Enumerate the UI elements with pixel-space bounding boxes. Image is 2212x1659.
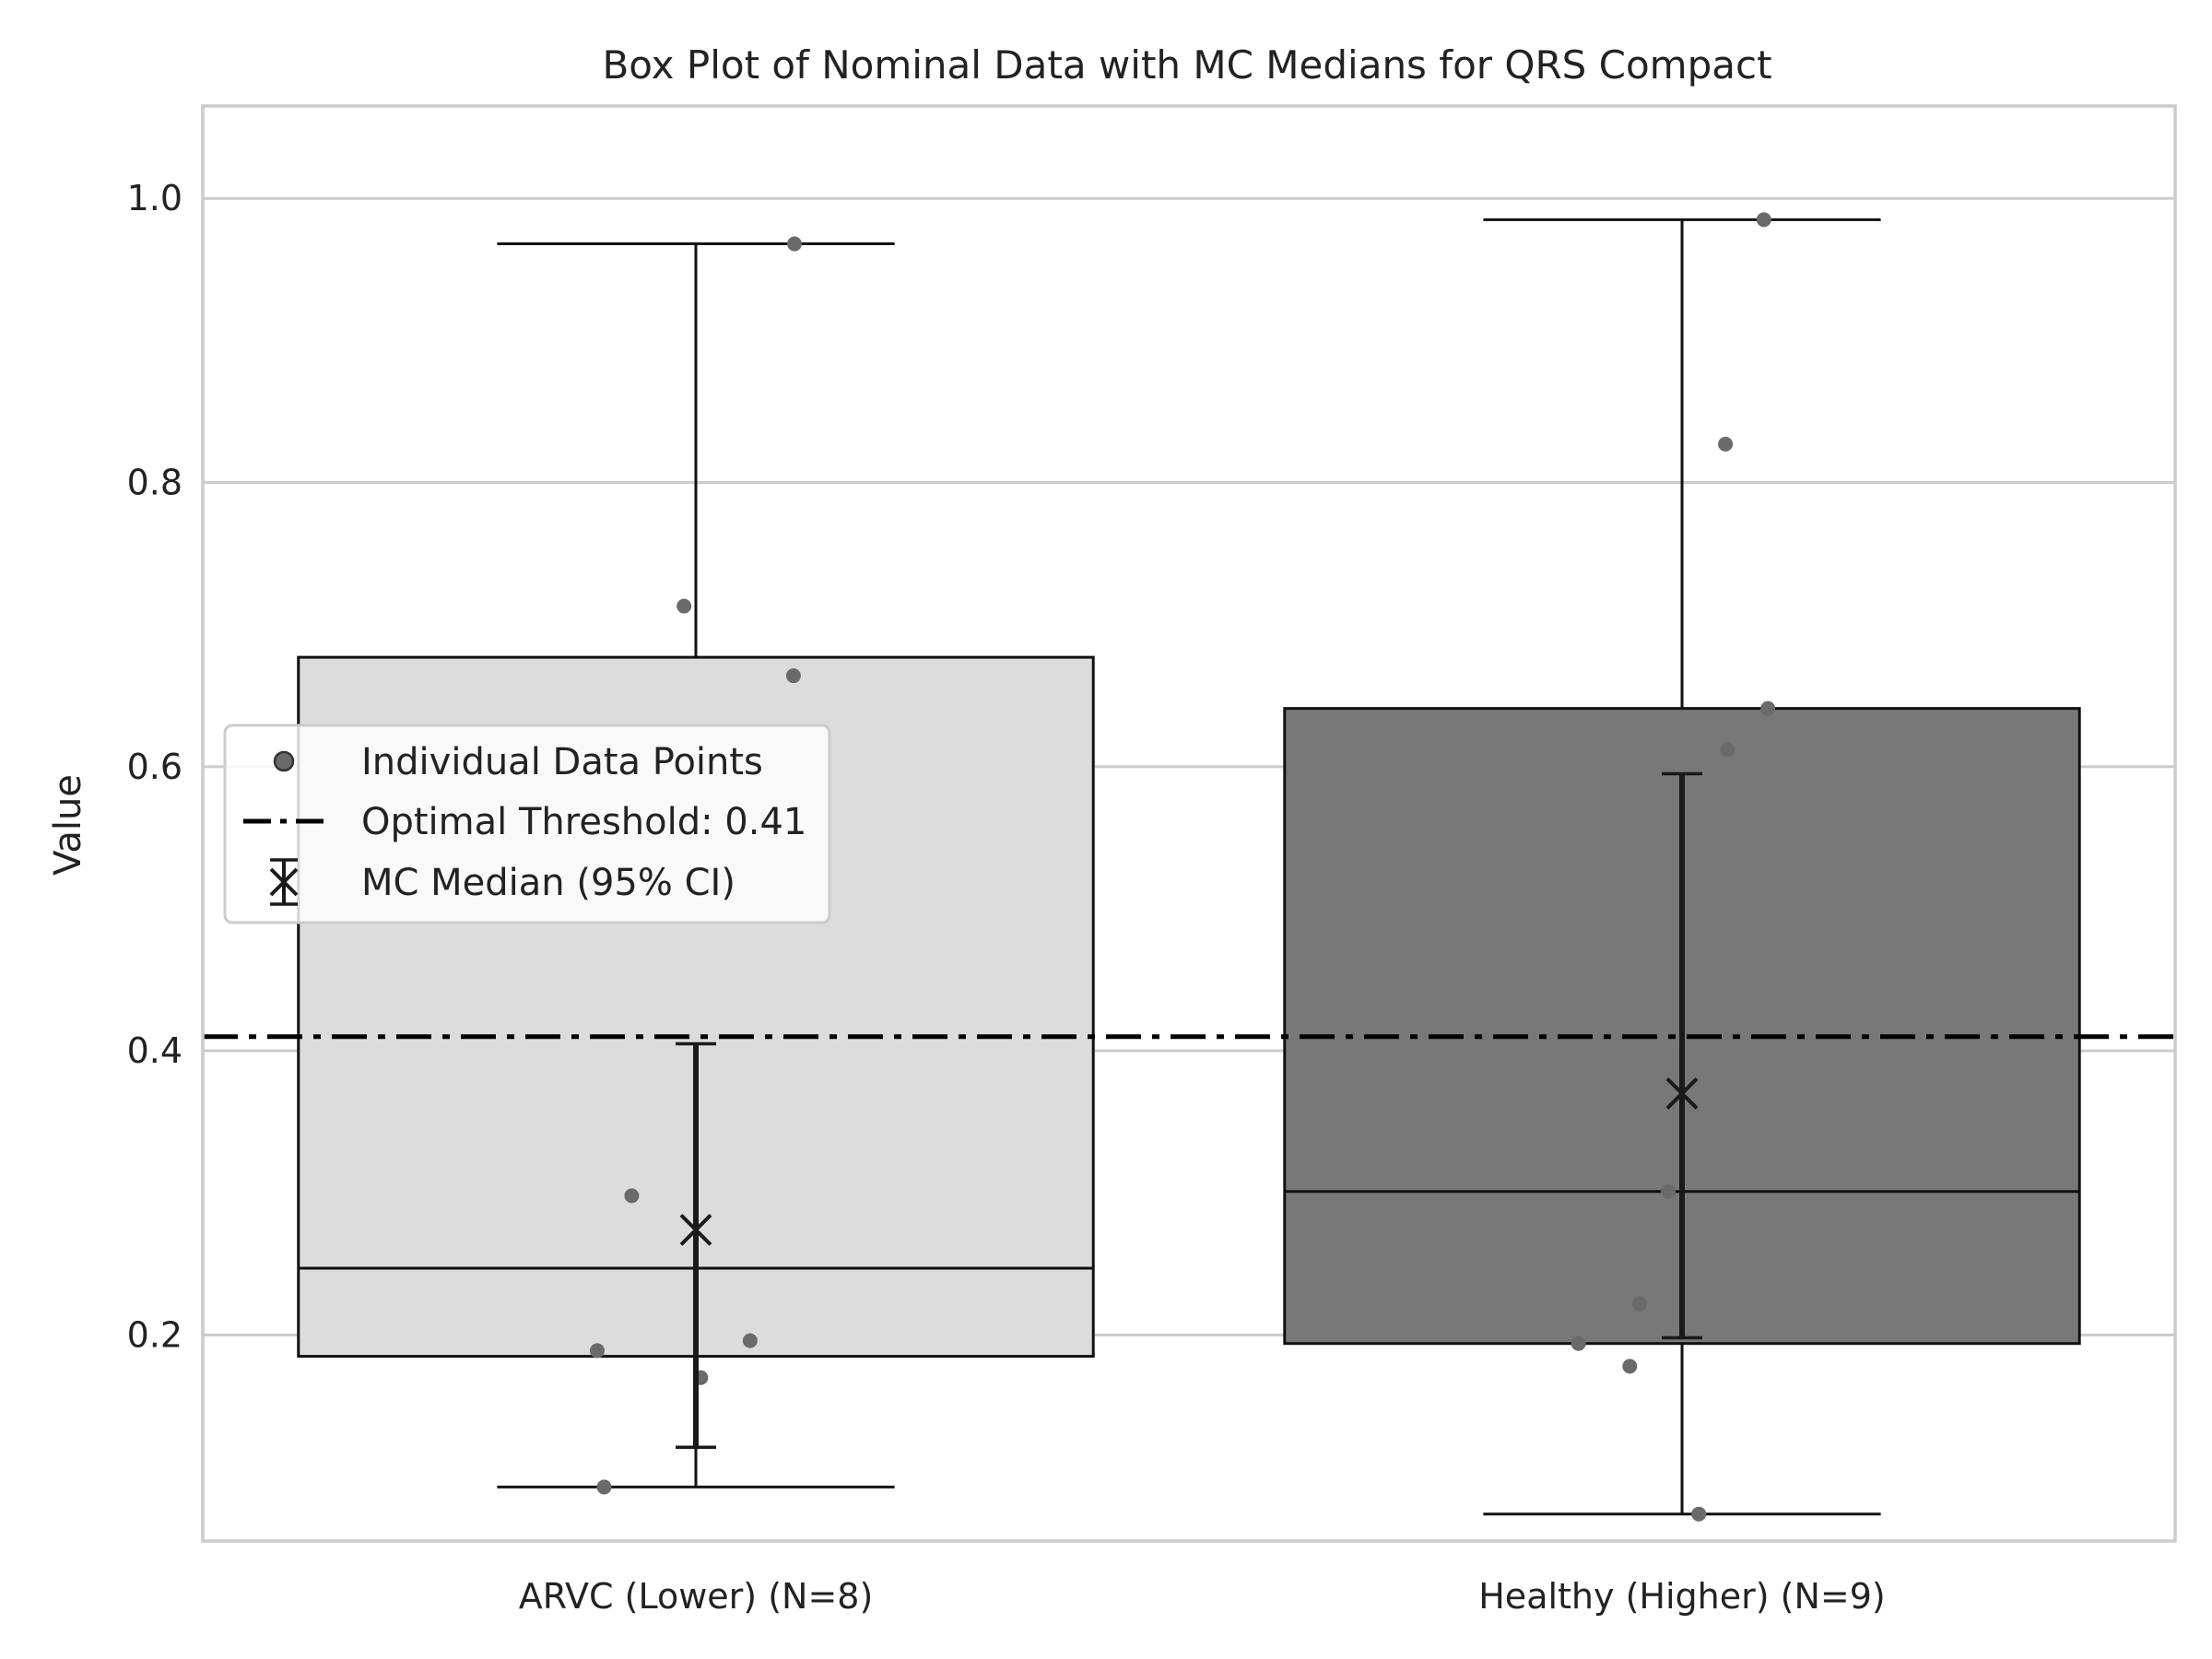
data-point <box>1571 1335 1586 1351</box>
legend-x-marker-icon <box>269 867 299 897</box>
plot-frame <box>201 104 2177 1543</box>
y-tick-label: 0.8 <box>127 463 182 503</box>
axes: 0.2 0.4 0.6 0.8 1.0 ARVC (Lower) (N=8) Healthy… <box>127 104 2177 1617</box>
legend-box <box>223 724 831 924</box>
data-point <box>1760 700 1776 716</box>
data-point <box>1720 742 1735 758</box>
data-point <box>1622 1359 1638 1374</box>
data-point <box>1631 1296 1647 1312</box>
legend-label: Individual Data Points <box>361 741 763 783</box>
data-point <box>1661 1183 1677 1199</box>
chart-title: Box Plot of Nominal Data with MC Medians… <box>602 42 1771 88</box>
mc-median-marker <box>1665 1077 1699 1110</box>
legend: Individual Data Points Optimal Threshold:… <box>223 724 831 924</box>
legend-point-icon <box>273 750 295 772</box>
x-tick-label: ARVC (Lower) (N=8) <box>519 1576 874 1617</box>
data-point <box>1756 212 1771 228</box>
legend-label: Optimal Threshold: 0.41 <box>361 801 806 843</box>
data-point <box>1718 436 1734 452</box>
y-tick-label: 1.0 <box>127 178 182 218</box>
legend-label: MC Median (95% CI) <box>361 862 735 904</box>
y-tick-label: 0.4 <box>127 1030 182 1071</box>
data-point <box>596 1479 612 1495</box>
mc-medians <box>676 771 1702 1450</box>
y-tick-label: 0.2 <box>127 1314 182 1355</box>
y-axis-label: Value <box>47 774 89 876</box>
data-point <box>624 1188 640 1204</box>
data-point <box>677 598 692 614</box>
data-point <box>785 668 801 684</box>
data-point <box>742 1333 758 1348</box>
data-point <box>590 1343 605 1359</box>
whiskers <box>497 218 1881 1516</box>
data-point <box>787 236 802 252</box>
x-tick-label: Healthy (Higher) (N=9) <box>1478 1576 1886 1617</box>
data-point <box>1691 1506 1707 1522</box>
y-tick-label: 0.6 <box>127 747 182 787</box>
mc-median-marker <box>679 1213 712 1246</box>
